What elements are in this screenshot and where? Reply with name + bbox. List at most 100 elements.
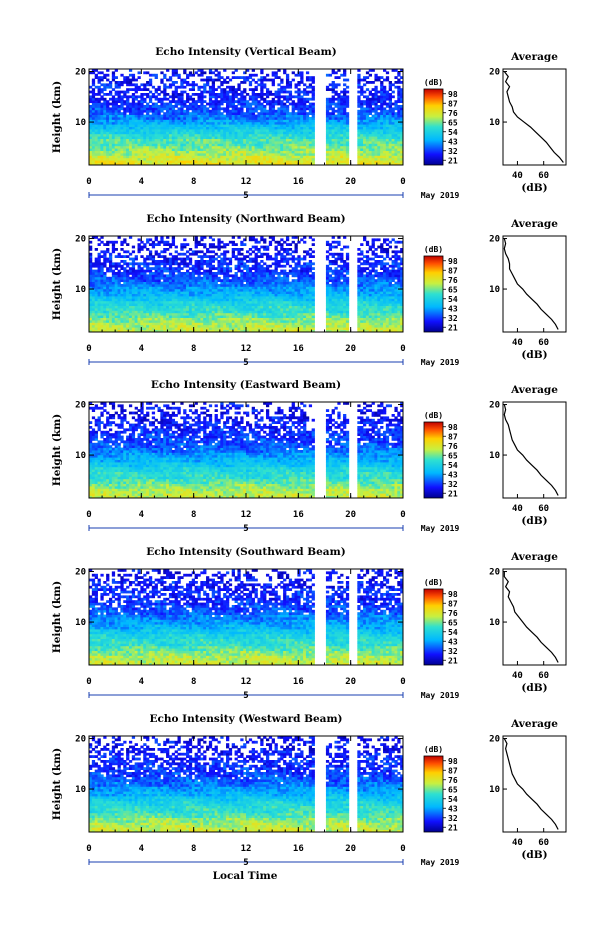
heatmap-cell [235, 76, 238, 79]
heatmap-cell [186, 153, 189, 156]
heatmap-cell [220, 100, 223, 103]
heatmap-cell [209, 88, 212, 91]
heatmap-cell [246, 127, 249, 130]
heatmap-cell [209, 308, 212, 311]
heatmap-cell [295, 153, 298, 156]
heatmap-cell [192, 110, 195, 113]
heatmap-cell [246, 141, 249, 144]
heatmap-cell [360, 122, 363, 125]
heatmap-cell [263, 110, 266, 113]
heatmap-cell [277, 88, 280, 91]
heatmap-cell [192, 117, 195, 120]
heatmap-cell [109, 151, 112, 154]
heatmap-cell [303, 93, 306, 96]
heatmap-cell [300, 124, 303, 127]
heatmap-cell [189, 327, 192, 330]
heatmap-cell [229, 103, 232, 106]
heatmap-cell [143, 260, 146, 263]
heatmap-cell [146, 320, 149, 323]
heatmap-cell [197, 119, 200, 122]
heatmap-cell [166, 93, 169, 96]
heatmap-cell [180, 279, 183, 282]
heatmap-cell [334, 119, 337, 122]
heatmap-cell [118, 279, 121, 282]
heatmap-cell [229, 124, 232, 127]
heatmap-cell [212, 151, 215, 154]
heatmap-cell [109, 303, 112, 306]
heatmap-cell [140, 241, 143, 244]
heatmap-cell [92, 270, 95, 273]
heatmap-cell [340, 148, 343, 151]
heatmap-cell [223, 91, 226, 94]
heatmap-cell [140, 148, 143, 151]
heatmap-cell [243, 148, 246, 151]
heatmap-cell [103, 129, 106, 132]
heatmap-cell [192, 279, 195, 282]
heatmap-cell [189, 253, 192, 256]
heatmap-cell [269, 79, 272, 82]
heatmap-cell [260, 91, 263, 94]
heatmap-cell [312, 91, 315, 94]
heatmap-cell [95, 119, 98, 122]
heatmap-cell [266, 117, 269, 120]
heatmap-cell [340, 153, 343, 156]
heatmap-cell [306, 76, 309, 79]
heatmap-cell [100, 158, 103, 161]
heatmap-cell [232, 112, 235, 115]
heatmap-cell [95, 155, 98, 158]
heatmap-cell [180, 277, 183, 280]
heatmap-cell [377, 98, 380, 101]
heatmap-cell [392, 83, 395, 86]
heatmap-cell [175, 246, 178, 249]
heatmap-cell [380, 153, 383, 156]
heatmap-cell [132, 148, 135, 151]
heatmap-cell [275, 74, 278, 77]
heatmap-cell [209, 160, 212, 163]
heatmap-cell [192, 105, 195, 108]
heatmap-cell [158, 253, 161, 256]
heatmap-cell [100, 255, 103, 258]
heatmap-cell [160, 139, 163, 142]
heatmap-cell [383, 103, 386, 106]
heatmap-cell [192, 141, 195, 144]
heatmap-cell [275, 131, 278, 134]
heatmap-cell [197, 122, 200, 125]
heatmap-cell [303, 117, 306, 120]
heatmap-cell [343, 95, 346, 98]
heatmap-cell [283, 119, 286, 122]
heatmap-cell [129, 139, 132, 142]
heatmap-cell [180, 272, 183, 275]
heatmap-cell [209, 327, 212, 330]
heatmap-cell [229, 143, 232, 146]
heatmap-cell [189, 115, 192, 118]
heatmap-cell [246, 93, 249, 96]
heatmap-cell [183, 298, 186, 301]
heatmap-cell [212, 129, 215, 132]
heatmap-cell [329, 153, 332, 156]
heatmap-cell [249, 122, 252, 125]
heatmap-cell [217, 151, 220, 154]
heatmap-cell [203, 272, 206, 275]
heatmap-cell [169, 289, 172, 292]
heatmap-cell [374, 112, 377, 115]
heatmap-cell [115, 262, 118, 265]
heatmap-cell [175, 289, 178, 292]
heatmap-cell [163, 105, 166, 108]
heatmap-cell [369, 100, 372, 103]
heatmap-cell [209, 112, 212, 115]
heatmap-cell [169, 148, 172, 151]
heatmap-cell [209, 303, 212, 306]
heatmap-cell [112, 315, 115, 318]
heatmap-cell [186, 155, 189, 158]
heatmap-cell [95, 265, 98, 268]
heatmap-cell [397, 151, 400, 154]
heatmap-cell [289, 158, 292, 161]
heatmap-cell [280, 122, 283, 125]
heatmap-cell [394, 158, 397, 161]
heatmap-cell [380, 86, 383, 89]
heatmap-cell [92, 110, 95, 113]
heatmap-cell [160, 296, 163, 299]
heatmap-cell [237, 93, 240, 96]
heatmap-cell [132, 103, 135, 106]
heatmap-cell [215, 155, 218, 158]
